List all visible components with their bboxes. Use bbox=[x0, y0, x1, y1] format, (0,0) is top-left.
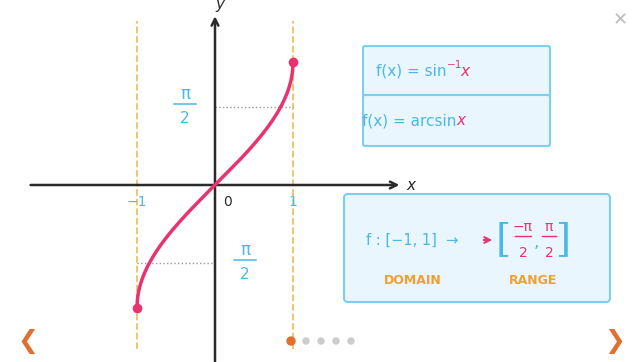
Text: 1: 1 bbox=[289, 195, 298, 209]
Text: 2: 2 bbox=[240, 267, 250, 282]
Text: π: π bbox=[180, 85, 190, 103]
Text: ❮: ❮ bbox=[17, 328, 39, 354]
Text: ]: ] bbox=[556, 222, 570, 258]
Text: x: x bbox=[406, 177, 415, 193]
Text: [: [ bbox=[496, 222, 511, 258]
Circle shape bbox=[348, 338, 354, 344]
Text: ,: , bbox=[533, 233, 539, 251]
Text: f(x) = arcsin: f(x) = arcsin bbox=[362, 113, 457, 128]
Circle shape bbox=[318, 338, 324, 344]
Text: y: y bbox=[215, 0, 224, 12]
Text: f(x) = sin: f(x) = sin bbox=[376, 64, 446, 79]
Text: 2: 2 bbox=[545, 246, 554, 260]
FancyBboxPatch shape bbox=[363, 95, 550, 146]
Circle shape bbox=[333, 338, 339, 344]
Text: −1: −1 bbox=[127, 195, 147, 209]
Circle shape bbox=[287, 337, 295, 345]
Text: ❯: ❯ bbox=[604, 328, 626, 354]
Text: RANGE: RANGE bbox=[509, 274, 557, 286]
FancyBboxPatch shape bbox=[344, 194, 610, 302]
Circle shape bbox=[303, 338, 309, 344]
Text: −π: −π bbox=[513, 220, 533, 234]
Text: DOMAIN: DOMAIN bbox=[384, 274, 442, 286]
Text: f : [−1, 1]  →: f : [−1, 1] → bbox=[366, 232, 458, 248]
Text: 2: 2 bbox=[519, 246, 527, 260]
Text: π: π bbox=[545, 220, 553, 234]
FancyBboxPatch shape bbox=[363, 46, 550, 97]
Text: ✕: ✕ bbox=[612, 11, 628, 29]
Text: −1: −1 bbox=[446, 59, 462, 70]
Text: 0: 0 bbox=[223, 195, 231, 209]
Text: 2: 2 bbox=[180, 111, 190, 126]
Text: x: x bbox=[460, 64, 469, 79]
Text: x: x bbox=[457, 113, 466, 128]
Text: π: π bbox=[240, 241, 250, 259]
